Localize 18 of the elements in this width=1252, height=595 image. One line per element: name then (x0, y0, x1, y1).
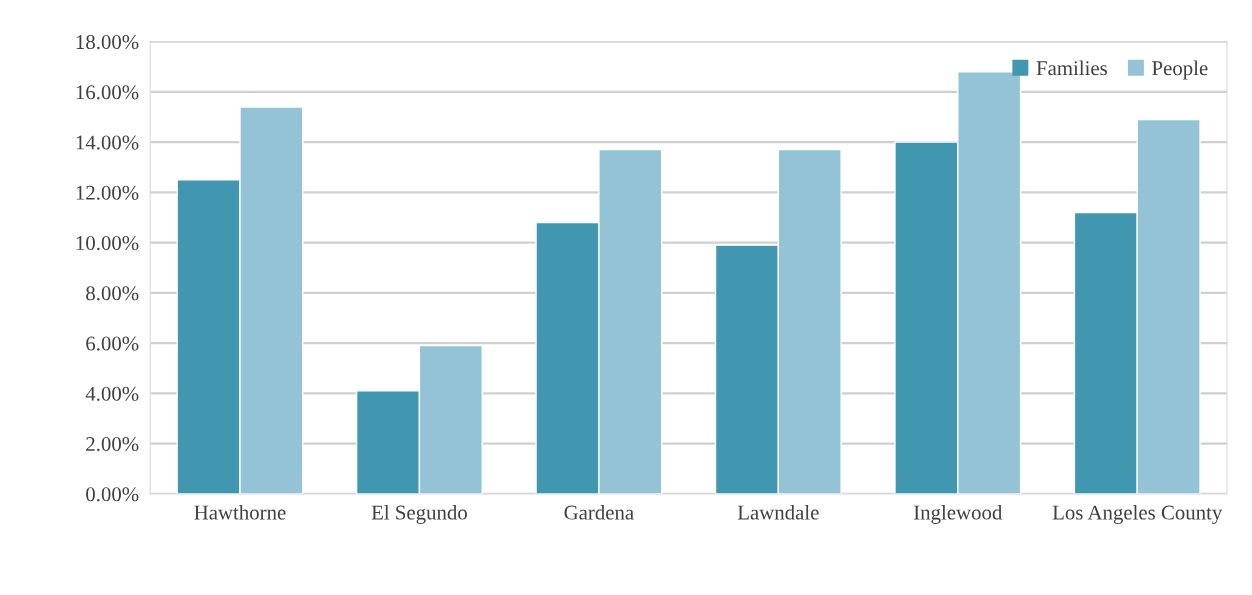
y-tick-label: 2.00% (86, 436, 139, 452)
x-tick-label: Hawthorne (194, 504, 286, 520)
y-tick-label: 18.00% (76, 35, 139, 50)
x-tick-label: Lawndale (737, 504, 819, 520)
y-tick-label: 8.00% (86, 286, 139, 301)
y-tick-label: 16.00% (76, 85, 139, 100)
y-tick-label: 12.00% (76, 185, 139, 200)
x-tick-label: Gardena (564, 504, 634, 520)
y-tick-label: 14.00% (76, 135, 139, 150)
y-tick-label: 4.00% (85, 386, 139, 401)
y-tick-label: 10.00% (76, 236, 139, 251)
legend-label: People (1152, 60, 1208, 80)
x-tick-label: Inglewood (913, 504, 1003, 524)
y-tick-label: 6.00% (86, 336, 139, 351)
y-tick-label: 0.00% (86, 487, 139, 502)
legend-label: Families (1036, 60, 1107, 76)
x-tick-label: El Segundo (371, 504, 467, 524)
x-tick-label: Los Angeles County (1052, 504, 1223, 524)
